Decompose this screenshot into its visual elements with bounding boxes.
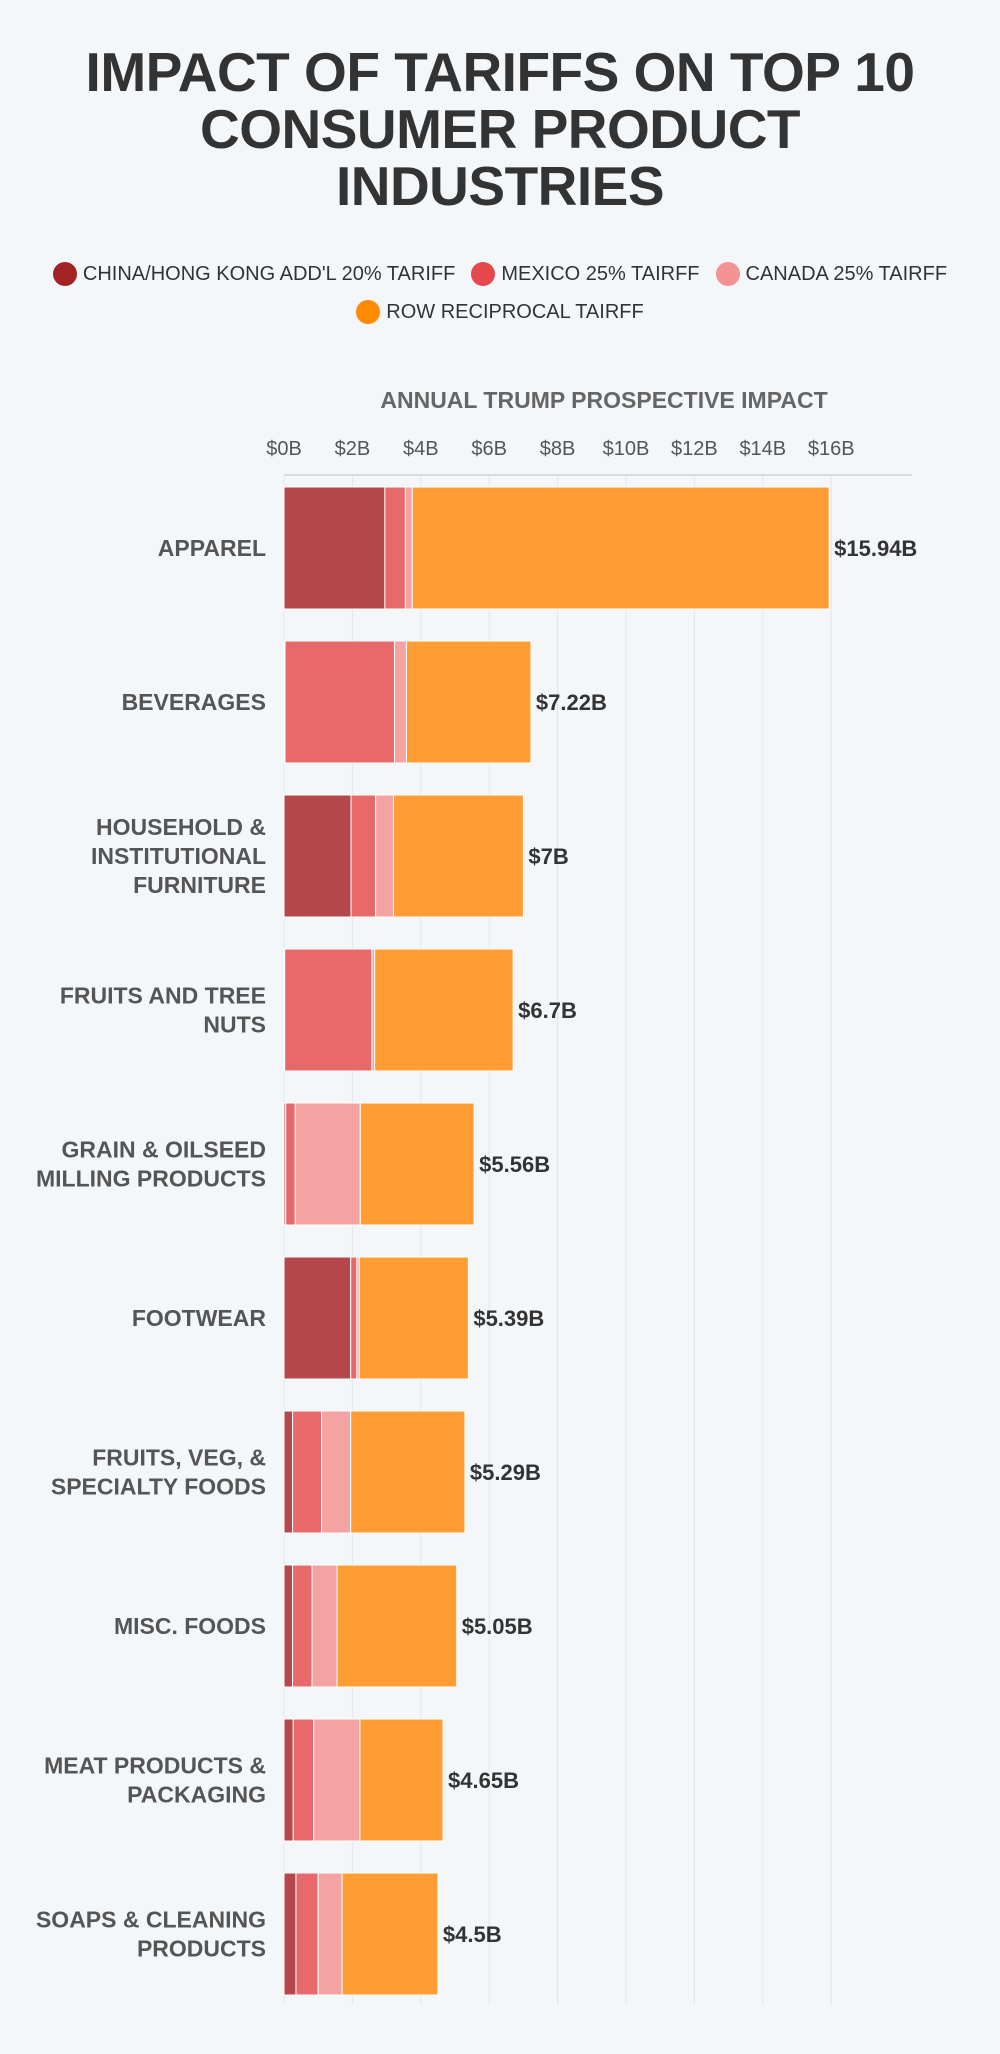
- bar-5-series-0[interactable]: [283, 1256, 352, 1380]
- category-label-1-line-0: BEVERAGES: [122, 689, 266, 715]
- bar-5-series-1[interactable]: [350, 1256, 358, 1380]
- category-label-3-line-1: NUTS: [203, 1012, 266, 1038]
- bar-0-series-2[interactable]: [404, 486, 413, 610]
- legend-item-row[interactable]: ROW RECIPROCAL TAIRFF: [356, 300, 644, 324]
- bar-7-series-0[interactable]: [283, 1564, 294, 1688]
- x-tick-label-6: $12B: [671, 438, 718, 460]
- x-tick-label-0: $0B: [266, 438, 302, 460]
- category-label-9-line-1: PRODUCTS: [137, 1936, 266, 1962]
- legend-label-row: ROW RECIPROCAL TAIRFF: [386, 300, 644, 323]
- bar-6-series-3[interactable]: [350, 1410, 466, 1534]
- total-label-8: $4.65B: [448, 1768, 519, 1793]
- total-label-7: $5.05B: [462, 1614, 533, 1639]
- legend-item-canada[interactable]: CANADA 25% TAIRFF: [715, 262, 948, 286]
- category-label-3-line-0: FRUITS AND TREE: [60, 983, 266, 1009]
- bar-8-series-1[interactable]: [292, 1718, 315, 1842]
- category-label-2-line-2: FURNITURE: [133, 872, 266, 898]
- bar-7-series-3[interactable]: [336, 1564, 458, 1688]
- bar-9-series-0[interactable]: [283, 1872, 297, 1996]
- category-label-4-line-0: GRAIN & OILSEED: [62, 1137, 266, 1163]
- category-label-7-line-0: MISC. FOODS: [114, 1613, 266, 1639]
- bar-2-series-2[interactable]: [375, 794, 394, 918]
- chart-title-line-3: INDUSTRIES: [335, 155, 665, 217]
- chart-title: IMPACT OF TARIFFS ON TOP 10 CONSUMER PRO…: [40, 44, 960, 215]
- category-label-2-line-1: INSTITUTIONAL: [91, 843, 266, 869]
- bar-8-series-0[interactable]: [283, 1718, 294, 1842]
- bar-4-series-1[interactable]: [285, 1102, 296, 1226]
- legend-swatch-china: [52, 262, 77, 286]
- bar-0-series-3[interactable]: [411, 486, 830, 610]
- total-label-1: $7.22B: [536, 690, 607, 715]
- chart-title-line-1: IMPACT OF TARIFFS ON TOP 10: [85, 41, 915, 103]
- legend-swatch-row: [356, 300, 381, 324]
- bar-3-series-1[interactable]: [284, 948, 373, 1072]
- bar-4-series-2[interactable]: [294, 1102, 361, 1226]
- bar-9-series-3[interactable]: [341, 1872, 439, 1996]
- total-label-4: $5.56B: [479, 1152, 550, 1177]
- total-label-3: $6.7B: [518, 998, 577, 1023]
- bar-4-series-3[interactable]: [359, 1102, 475, 1226]
- legend-item-mexico[interactable]: MEXICO 25% TAIRFF: [471, 262, 700, 286]
- category-label-2-line-0: HOUSEHOLD &: [96, 814, 266, 840]
- bar-2-series-0[interactable]: [283, 794, 352, 918]
- x-tick-label-4: $8B: [540, 438, 576, 460]
- bar-5-series-3[interactable]: [358, 1256, 469, 1380]
- bar-1-series-3[interactable]: [405, 640, 532, 764]
- category-label-6-line-0: FRUITS, VEG, &: [92, 1445, 266, 1471]
- bar-6-series-0[interactable]: [283, 1410, 294, 1534]
- x-tick-label-7: $14B: [739, 438, 786, 460]
- category-label-5-line-0: FOOTWEAR: [132, 1305, 267, 1331]
- x-tick-label-1: $2B: [335, 438, 371, 460]
- bar-8-series-3[interactable]: [359, 1718, 444, 1842]
- x-tick-label-2: $4B: [403, 438, 439, 460]
- total-label-0: $15.94B: [834, 536, 917, 561]
- bar-3-series-3[interactable]: [374, 948, 514, 1072]
- total-label-9: $4.5B: [443, 1922, 502, 1947]
- legend-swatch-mexico: [471, 262, 496, 286]
- bar-7-series-2[interactable]: [311, 1564, 338, 1688]
- category-label-9-line-0: SOAPS & CLEANING: [36, 1907, 266, 1933]
- legend-label-china: CHINA/HONG KONG ADD'L 20% TARIFF: [82, 262, 456, 285]
- chart-legend: CHINA/HONG KONG ADD'L 20% TARIFF MEXICO …: [20, 262, 980, 324]
- legend-label-canada: CANADA 25% TAIRFF: [745, 262, 948, 285]
- bar-2-series-3[interactable]: [392, 794, 524, 918]
- x-tick-label-8: $16B: [808, 438, 855, 460]
- bar-9-series-2[interactable]: [317, 1872, 343, 1996]
- category-label-4-line-1: MILLING PRODUCTS: [36, 1166, 266, 1192]
- total-label-5: $5.39B: [473, 1306, 544, 1331]
- bar-0-series-0[interactable]: [283, 486, 386, 610]
- x-axis-title: ANNUAL TRUMP PROSPECTIVE IMPACT: [380, 387, 827, 413]
- category-label-0-line-0: APPAREL: [158, 535, 266, 561]
- bar-6-series-2[interactable]: [321, 1410, 352, 1534]
- bar-1-series-2[interactable]: [393, 640, 407, 764]
- total-label-6: $5.29B: [470, 1460, 541, 1485]
- x-tick-label-5: $10B: [603, 438, 650, 460]
- bar-8-series-2[interactable]: [313, 1718, 361, 1842]
- category-label-6-line-1: SPECIALTY FOODS: [51, 1474, 266, 1500]
- total-label-2: $7B: [528, 844, 568, 869]
- bar-2-series-1[interactable]: [350, 794, 377, 918]
- bar-1-series-1[interactable]: [284, 640, 395, 764]
- bar-9-series-1[interactable]: [295, 1872, 319, 1996]
- legend-item-china[interactable]: CHINA/HONG KONG ADD'L 20% TARIFF: [52, 262, 456, 286]
- bar-0-series-1[interactable]: [384, 486, 406, 610]
- x-tick-label-3: $6B: [471, 438, 507, 460]
- category-label-8-line-0: MEAT PRODUCTS &: [44, 1753, 266, 1779]
- bar-7-series-1[interactable]: [292, 1564, 313, 1688]
- bar-6-series-1[interactable]: [292, 1410, 323, 1534]
- chart-title-line-2: CONSUMER PRODUCT: [199, 98, 801, 160]
- category-label-8-line-1: PACKAGING: [127, 1782, 266, 1808]
- legend-swatch-canada: [715, 262, 740, 286]
- legend-label-mexico: MEXICO 25% TAIRFF: [501, 262, 700, 285]
